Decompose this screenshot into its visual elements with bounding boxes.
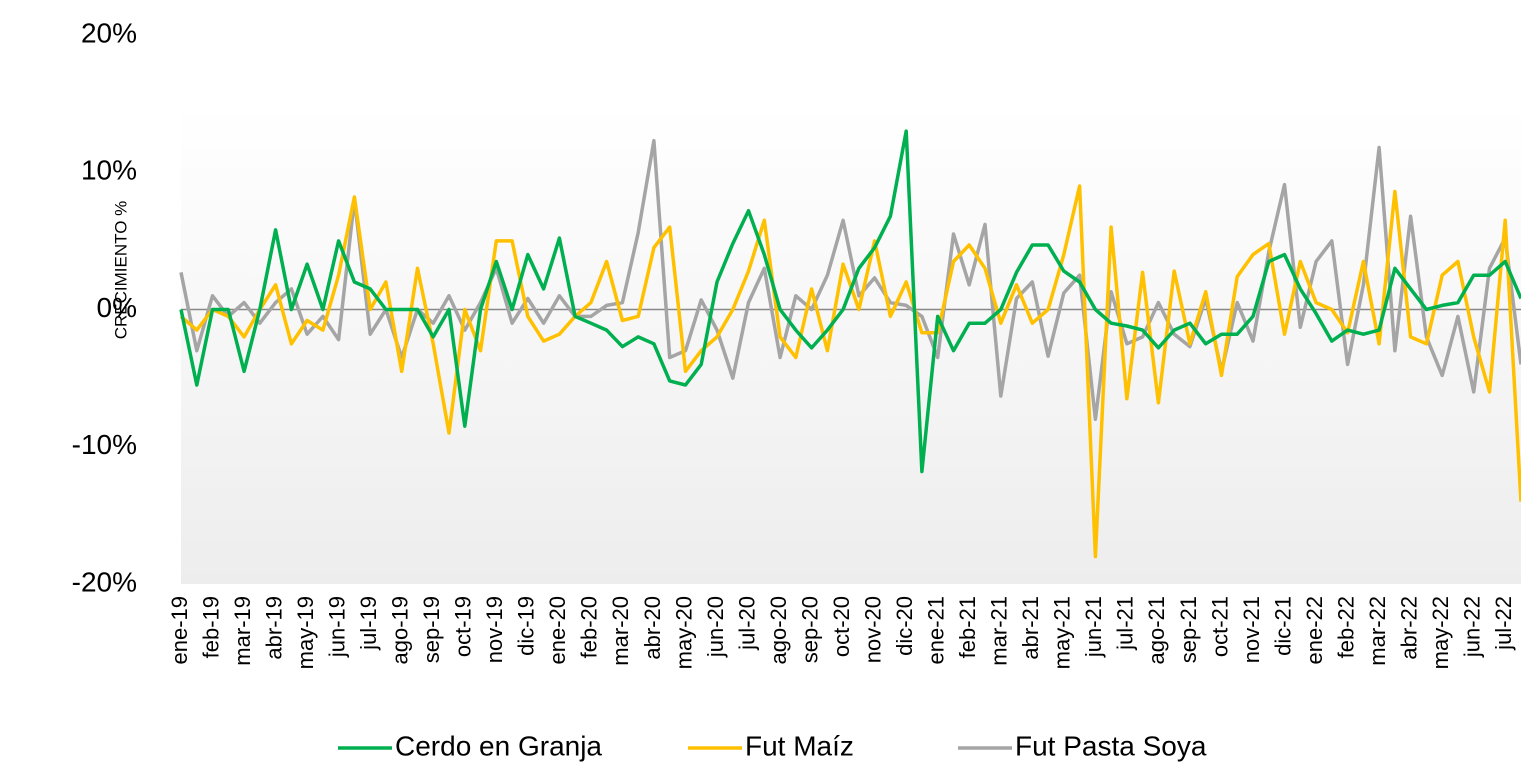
x-tick-label: ene-20 [545, 596, 570, 665]
x-tick-label: feb-22 [1333, 596, 1358, 658]
x-tick-label: may-21 [1050, 596, 1075, 669]
legend-label: Fut Maíz [745, 730, 854, 761]
x-tick-label: oct-19 [451, 596, 476, 657]
x-tick-label: dic-20 [892, 596, 917, 656]
x-tick-label: sep-19 [419, 596, 444, 663]
x-tick-label: jul-19 [356, 596, 381, 651]
x-tick-label: jul-22 [1491, 596, 1516, 651]
x-tick-label: mar-19 [230, 596, 255, 666]
x-tick-label: jul-20 [734, 596, 759, 651]
x-tick-label: jun-21 [1081, 596, 1106, 658]
x-tick-label: feb-19 [198, 596, 223, 658]
x-tick-label: ene-22 [1302, 596, 1327, 665]
x-tick-label: nov-20 [860, 596, 885, 663]
x-tick-label: feb-21 [955, 596, 980, 658]
legend-label: Fut Pasta Soya [1015, 730, 1207, 761]
plot-background [181, 105, 1521, 584]
x-tick-label: sep-20 [797, 596, 822, 663]
x-tick-label: abr-22 [1396, 596, 1421, 660]
x-tick-label: sep-21 [1176, 596, 1201, 663]
x-tick-label: mar-20 [608, 596, 633, 666]
legend-label: Cerdo en Granja [395, 730, 602, 761]
y-tick-label: -20% [72, 566, 137, 597]
x-tick-label: jun-20 [703, 596, 728, 658]
x-tick-label: oct-21 [1207, 596, 1232, 657]
x-tick-label: oct-20 [829, 596, 854, 657]
x-tick-label: nov-19 [482, 596, 507, 663]
x-tick-label: jul-21 [1113, 596, 1138, 651]
x-tick-label: nov-21 [1239, 596, 1264, 663]
x-tick-label: abr-20 [640, 596, 665, 660]
x-tick-label: feb-20 [577, 596, 602, 658]
x-tick-label: dic-21 [1270, 596, 1295, 656]
series-line [179, 129, 1521, 474]
x-tick-label: may-19 [293, 596, 318, 669]
y-tick-label: 0% [97, 292, 137, 323]
x-tick-label: ene-19 [167, 596, 192, 665]
x-tick-label: may-22 [1428, 596, 1453, 669]
y-axis-label: CRECIMIENTO % [111, 201, 130, 340]
x-tick-label: jun-22 [1460, 596, 1485, 658]
x-tick-label: jun-19 [324, 596, 349, 658]
x-tick-label: mar-21 [987, 596, 1012, 666]
x-tick-label: may-20 [671, 596, 696, 669]
x-tick-label: mar-22 [1365, 596, 1390, 666]
x-tick-label: ago-19 [388, 596, 413, 665]
x-tick-label: ago-20 [766, 596, 791, 665]
x-tick-label: ene-21 [924, 596, 949, 665]
y-tick-label: 20% [81, 17, 137, 48]
x-tick-label: dic-19 [514, 596, 539, 656]
x-tick-label: abr-19 [261, 596, 286, 660]
x-tick-label: ago-21 [1144, 596, 1169, 665]
y-tick-label: 10% [81, 155, 137, 186]
y-tick-label: -10% [72, 429, 137, 460]
x-tick-label: abr-21 [1018, 596, 1043, 660]
